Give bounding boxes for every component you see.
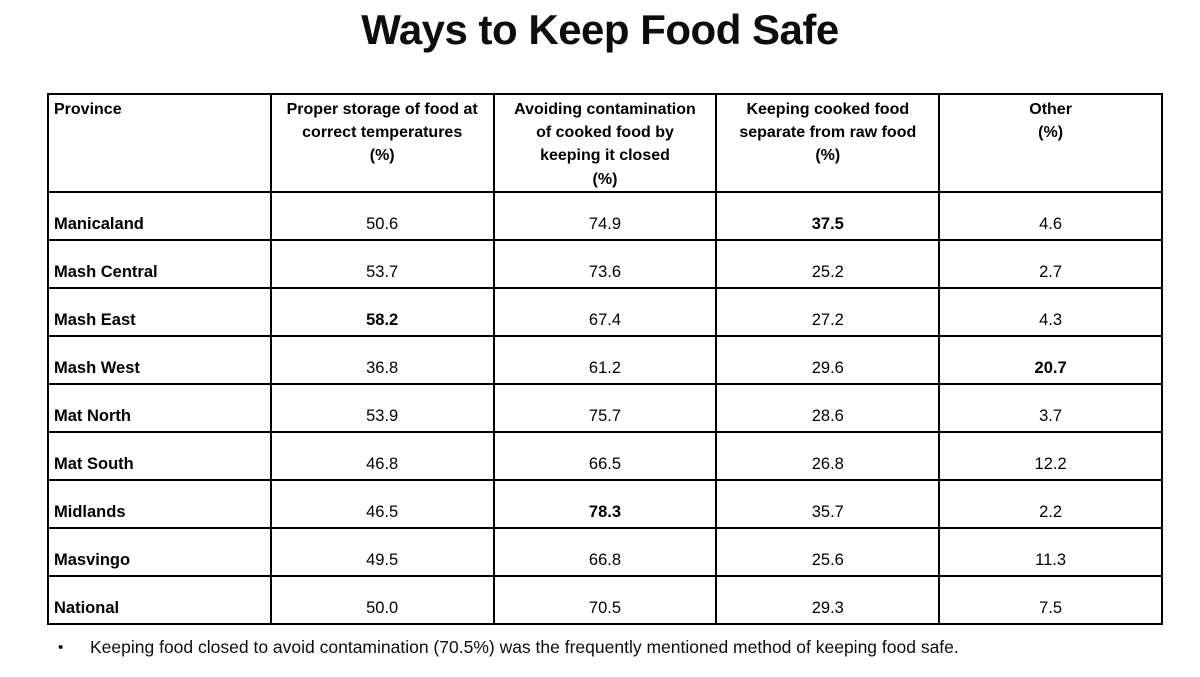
column-header-1: Proper storage of food at correct tempera… [269,93,495,193]
province-cell: Manicaland [47,191,272,241]
value-cell: 4.6 [938,191,1163,241]
province-cell: Mash Central [47,239,272,289]
value-cell: 3.7 [938,383,1163,433]
value-cell: 35.7 [715,479,941,529]
table-body: Manicaland 50.6 74.9 37.5 4.6 Mash Central 53.… [47,191,1163,625]
value-cell: 58.2 [269,287,495,337]
value-cell: 28.6 [715,383,941,433]
value-cell: 70.5 [492,575,718,625]
footnote: • Keeping food closed to avoid contamina… [58,636,959,659]
province-cell: Masvingo [47,527,272,577]
value-cell: 36.8 [269,335,495,385]
value-cell: 29.3 [715,575,941,625]
value-cell: 20.7 [938,335,1163,385]
table-row: Manicaland 50.6 74.9 37.5 4.6 [47,191,1163,241]
value-cell: 2.2 [938,479,1163,529]
value-cell: 29.6 [715,335,941,385]
value-cell: 73.6 [492,239,718,289]
value-cell: 75.7 [492,383,718,433]
header-row: Province Proper storage of food at correct… [47,93,1163,193]
value-cell: 74.9 [492,191,718,241]
value-cell: 61.2 [492,335,718,385]
value-cell: 78.3 [492,479,718,529]
footnote-text: Keeping food closed to avoid contaminati… [90,637,959,657]
column-header-0: Province [47,93,272,193]
province-cell: Mash East [47,287,272,337]
table-row: Mat South 46.8 66.5 26.8 12.2 [47,431,1163,481]
value-cell: 27.2 [715,287,941,337]
value-cell: 46.5 [269,479,495,529]
value-cell: 66.8 [492,527,718,577]
table-row: Mash West 36.8 61.2 29.6 20.7 [47,335,1163,385]
table-row: Mash Central 53.7 73.6 25.2 2.7 [47,239,1163,289]
value-cell: 66.5 [492,431,718,481]
value-cell: 46.8 [269,431,495,481]
value-cell: 50.0 [269,575,495,625]
value-cell: 2.7 [938,239,1163,289]
bullet-icon: • [58,639,64,656]
value-cell: 12.2 [938,431,1163,481]
table-row: Masvingo 49.5 66.8 25.6 11.3 [47,527,1163,577]
value-cell: 49.5 [269,527,495,577]
province-cell: Midlands [47,479,272,529]
value-cell: 53.7 [269,239,495,289]
value-cell: 7.5 [938,575,1163,625]
value-cell: 25.2 [715,239,941,289]
province-cell: Mash West [47,335,272,385]
value-cell: 53.9 [269,383,495,433]
value-cell: 37.5 [715,191,941,241]
column-header-2: Avoiding contamination of cooked food by k… [492,93,718,193]
value-cell: 25.6 [715,527,941,577]
province-cell: Mat South [47,431,272,481]
province-cell: National [47,575,272,625]
value-cell: 67.4 [492,287,718,337]
column-header-3: Keeping cooked food separate from raw foo… [715,93,941,193]
value-cell: 4.3 [938,287,1163,337]
page-title: Ways to Keep Food Safe [361,6,839,53]
table-row: Midlands 46.5 78.3 35.7 2.2 [47,479,1163,529]
table-row: Mash East 58.2 67.4 27.2 4.3 [47,287,1163,337]
value-cell: 50.6 [269,191,495,241]
food-safety-table: Province Proper storage of food at correct… [47,93,1163,625]
table-header: Province Proper storage of food at correct… [47,93,1163,193]
value-cell: 26.8 [715,431,941,481]
column-header-4: Other (%) [938,93,1163,193]
value-cell: 11.3 [938,527,1163,577]
table-row: Mat North 53.9 75.7 28.6 3.7 [47,383,1163,433]
table-row: National 50.0 70.5 29.3 7.5 [47,575,1163,625]
province-cell: Mat North [47,383,272,433]
